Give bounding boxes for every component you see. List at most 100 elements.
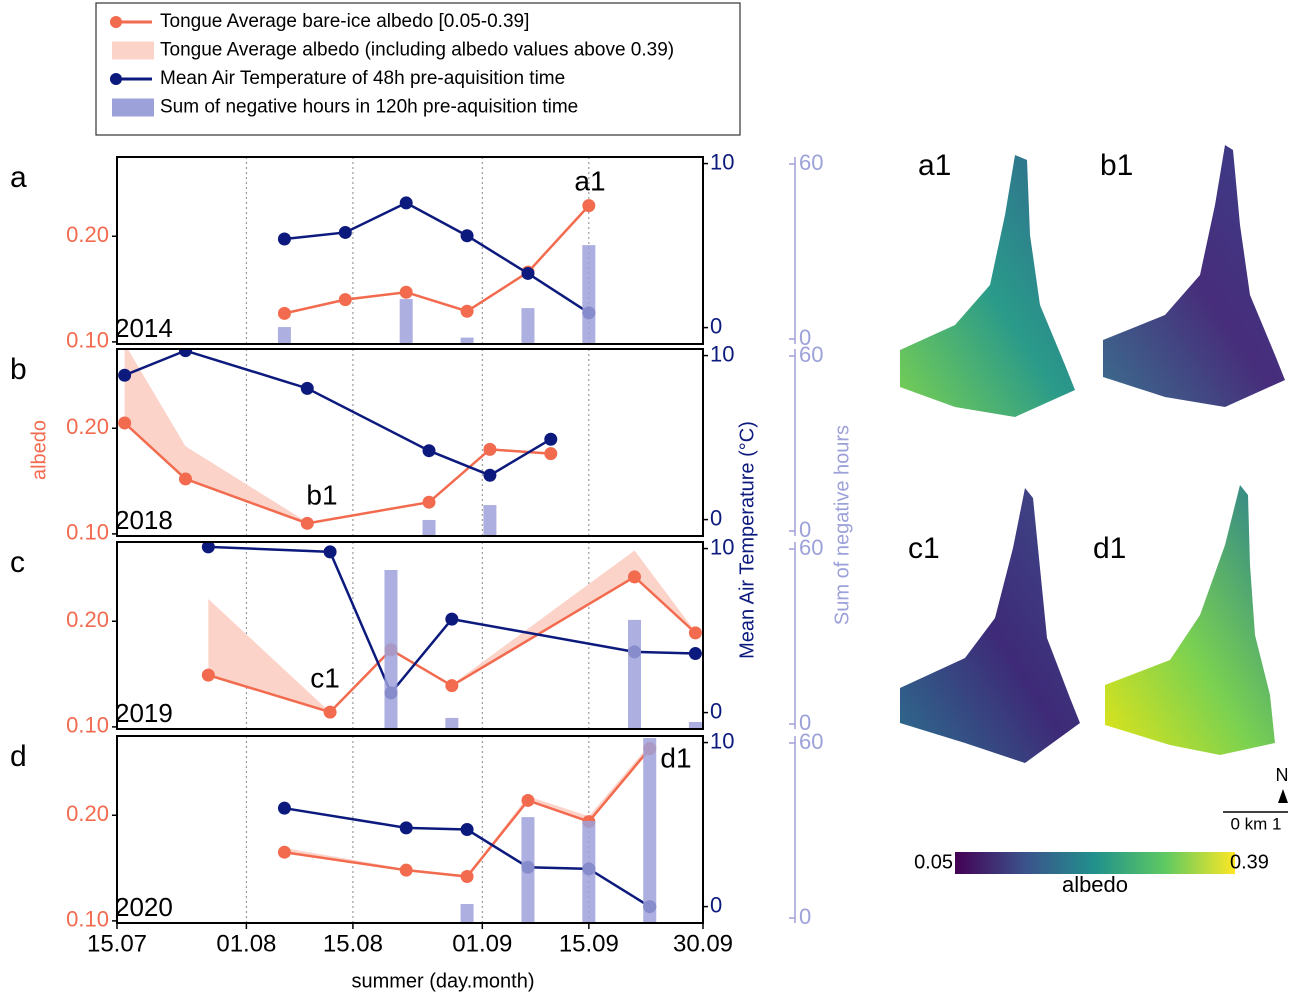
panel-letter: b — [10, 353, 27, 386]
panel-letter: a — [10, 161, 27, 194]
y2-tick-label: 10 — [710, 149, 734, 174]
albedo-point — [544, 447, 558, 461]
y3-tick-label: 60 — [799, 535, 823, 560]
panel-frame — [116, 541, 704, 730]
panel: 0.10 0.20 0 10 0 60 c 2019 c1 — [10, 534, 823, 737]
temperature-point — [521, 266, 535, 280]
map-a1 — [900, 155, 1075, 417]
temperature-line — [208, 545, 696, 696]
albedo-point — [460, 870, 474, 884]
negative-hours-bar — [277, 327, 291, 344]
y-tick-label: 0.10 — [66, 713, 109, 738]
albedo-band — [124, 349, 551, 524]
temperature-point — [338, 225, 352, 239]
colorbar-tick-label: 0.05 — [914, 851, 953, 873]
legend-label: Sum of negative hours in 120h pre-aquisi… — [160, 97, 578, 118]
scale-label: 0 km 1 — [1230, 814, 1281, 833]
map-label: c1 — [908, 532, 940, 565]
legend-label: Tongue Average bare-ice albedo [0.05-0.3… — [160, 11, 529, 32]
y-tick-label: 0.10 — [66, 520, 109, 545]
map-label: a1 — [918, 149, 951, 182]
y3-tick-label: 60 — [799, 342, 823, 367]
legend-marker — [110, 16, 122, 28]
albedo-point — [399, 863, 413, 877]
map-label: b1 — [1100, 149, 1133, 182]
temperature-point — [201, 542, 215, 554]
north-label: N — [1276, 765, 1289, 785]
albedo-point — [483, 442, 497, 456]
negative-hours-bar — [582, 245, 596, 344]
temperature-point — [460, 229, 474, 243]
plot-area — [245, 736, 657, 923]
albedo-line — [284, 747, 651, 878]
albedo-point — [277, 306, 291, 320]
temperature-point — [544, 432, 558, 446]
negative-hours-bar — [384, 570, 398, 729]
x-tick-label: 15.09 — [559, 930, 619, 957]
panel-frame — [116, 348, 704, 537]
y2-tick-label: 0 — [710, 313, 722, 338]
y3-tick-label: 0 — [799, 325, 811, 350]
plot-area — [201, 542, 702, 729]
map-c1 — [900, 488, 1080, 763]
temperature-point — [300, 381, 314, 395]
y3-tick-label: 0 — [799, 517, 811, 542]
negative-hours-bar — [460, 337, 474, 344]
y-tick-label: 0.20 — [66, 414, 109, 439]
year-label: 2018 — [115, 505, 173, 535]
temperature-line — [284, 806, 651, 908]
y3-axis-title: Sum of negative hours — [831, 425, 853, 625]
albedo-line — [123, 422, 551, 525]
x-tick-label: 15.07 — [87, 930, 147, 957]
y-tick-label: 0.20 — [66, 801, 109, 826]
map-b1 — [1103, 145, 1285, 407]
negative-hours-bar — [483, 505, 497, 536]
negative-hours-bar — [422, 519, 436, 536]
legend-label: Mean Air Temperature of 48h pre-aquisiti… — [160, 68, 565, 89]
map-d1 — [1105, 485, 1275, 755]
y2-tick-label: 10 — [710, 728, 734, 753]
annotation: a1 — [574, 165, 605, 196]
colorbar-label: albedo — [1062, 872, 1128, 897]
albedo-point — [338, 293, 352, 307]
y2-tick-label: 0 — [710, 505, 722, 530]
negative-hours-bar — [521, 817, 535, 923]
y2-tick-label: 10 — [710, 534, 734, 559]
negative-hours-bar — [582, 820, 596, 923]
y-tick-label: 0.10 — [66, 907, 109, 932]
temperature-point — [688, 647, 702, 661]
temperature-point — [399, 196, 413, 210]
albedo-point — [277, 845, 291, 859]
albedo-point — [201, 668, 215, 682]
map-label: d1 — [1093, 532, 1126, 565]
albedo-point — [688, 626, 702, 640]
temperature-point — [422, 444, 436, 458]
y-tick-label: 0.20 — [66, 607, 109, 632]
y3-tick-label: 60 — [799, 729, 823, 754]
temperature-point — [323, 545, 337, 559]
panel: 0.10 0.20 0 10 0 60 a 2014 a1 — [10, 149, 823, 352]
panel-frame — [116, 156, 704, 345]
albedo-point — [582, 199, 596, 213]
albedo-line — [207, 575, 697, 714]
maps: a1 b1 c1 d1 — [900, 145, 1285, 763]
albedo-point — [422, 495, 436, 509]
y-axis-title: albedo — [28, 420, 50, 480]
temperature-point — [445, 612, 459, 626]
negative-hours-bar — [521, 308, 535, 344]
year-label: 2019 — [115, 698, 173, 728]
legend-marker — [110, 73, 122, 85]
y-tick-label: 0.10 — [66, 328, 109, 353]
y2-tick-label: 0 — [710, 892, 722, 917]
albedo-line — [284, 204, 590, 315]
year-label: 2020 — [115, 892, 173, 922]
albedo-point — [300, 516, 314, 530]
albedo-point — [521, 793, 535, 807]
north-arrow — [1278, 789, 1288, 803]
negative-hours-bar — [643, 738, 657, 923]
albedo-point — [118, 416, 132, 430]
albedo-point — [460, 304, 474, 318]
y2-tick-label: 10 — [710, 341, 734, 366]
y3-tick-label: 0 — [799, 904, 811, 929]
